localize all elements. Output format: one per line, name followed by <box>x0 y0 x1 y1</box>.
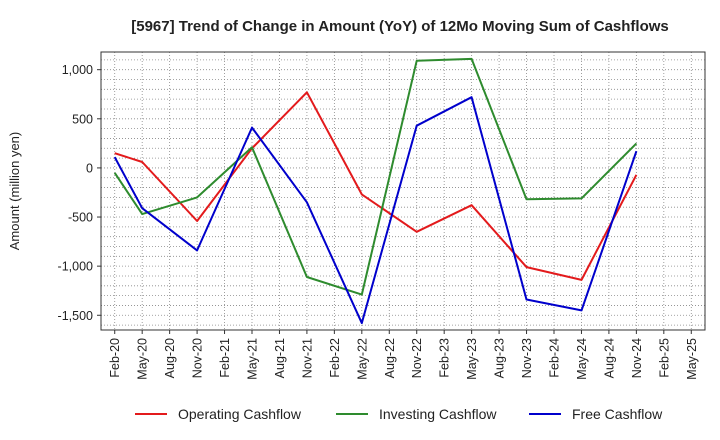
x-tick-label: Aug-24 <box>602 338 616 378</box>
x-tick-label: May-21 <box>246 338 260 380</box>
x-tick-label: May-23 <box>465 338 479 380</box>
y-axis-label: Amount (million yen) <box>7 132 22 251</box>
investing-cashflow-line <box>113 57 638 296</box>
y-tick-label: 0 <box>86 161 93 175</box>
x-tick-label: Feb-22 <box>328 338 342 378</box>
x-tick-label: Nov-20 <box>191 338 205 378</box>
legend-label-investing-cashflow: Investing Cashflow <box>379 406 497 422</box>
x-tick-label: Nov-24 <box>630 338 644 378</box>
free-cashflow-line <box>113 96 638 325</box>
y-tick-label: 1,000 <box>62 63 93 77</box>
x-tick-label: Nov-22 <box>410 338 424 378</box>
chart-title: [5967] Trend of Change in Amount (YoY) o… <box>131 18 669 35</box>
legend-label-free-cashflow: Free Cashflow <box>572 406 663 422</box>
x-tick-label: May-25 <box>685 338 699 380</box>
x-tick-label: Feb-21 <box>218 338 232 378</box>
x-tick-label: May-20 <box>136 338 150 380</box>
x-tick-label: Feb-20 <box>108 338 122 378</box>
y-tick-label: -1,000 <box>58 260 93 274</box>
x-tick-label: Feb-25 <box>657 338 671 378</box>
x-tick-label: Aug-23 <box>493 338 507 378</box>
y-tick-label: -500 <box>68 211 93 225</box>
legend: Operating Cashflow Investing Cashflow Free… <box>135 406 663 422</box>
x-tick-label: Aug-20 <box>163 338 177 378</box>
x-axis: Feb-20 May-20 Aug-20 Nov-20 Feb-21 May-21 Aug-… <box>108 330 699 380</box>
y-tick-label: -1,500 <box>58 309 93 323</box>
y-axis: 1,000 500 0 -500 -1,000 -1,500 <box>58 63 101 323</box>
x-tick-label: Aug-21 <box>273 338 287 378</box>
x-tick-label: May-22 <box>355 338 369 380</box>
x-tick-label: Feb-23 <box>438 338 452 378</box>
y-tick-label: 500 <box>72 112 93 126</box>
grid <box>101 52 705 330</box>
x-tick-label: Aug-22 <box>383 338 397 378</box>
x-tick-label: Nov-21 <box>300 338 314 378</box>
x-tick-label: May-24 <box>575 338 589 380</box>
x-tick-label: Nov-23 <box>520 338 534 378</box>
plot-area-border <box>100 51 706 331</box>
x-tick-label: Feb-24 <box>548 338 562 378</box>
series-lines <box>113 57 638 325</box>
operating-cashflow-line <box>114 91 638 281</box>
legend-label-operating-cashflow: Operating Cashflow <box>178 406 302 422</box>
